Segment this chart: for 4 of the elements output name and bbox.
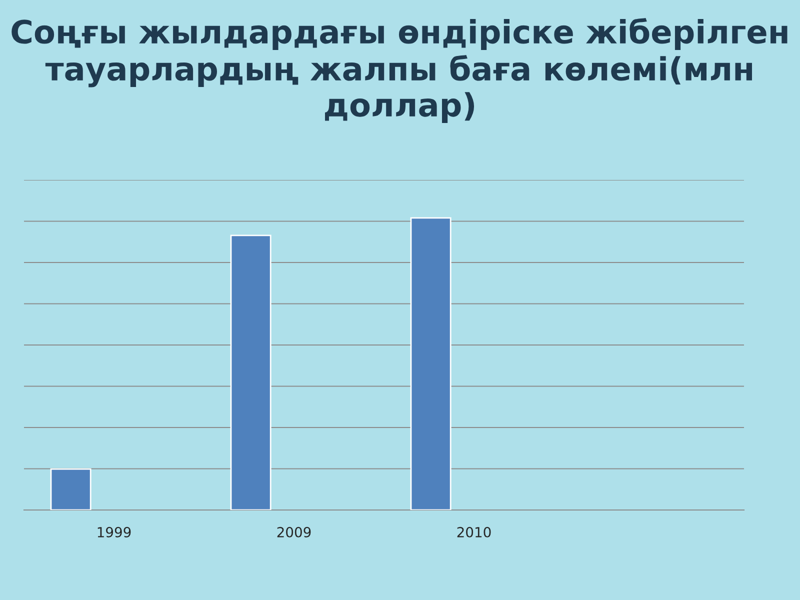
x-tick-label: 2009 [277, 526, 311, 538]
chart-title: Соңғы жылдардағы өндіріске жіберілген тауарлардың жалпы баға көлемі(млн доллар) [12, 18, 788, 123]
x-tick-label: 1999 [98, 526, 131, 538]
x-tick-label: 2010 [457, 526, 491, 538]
